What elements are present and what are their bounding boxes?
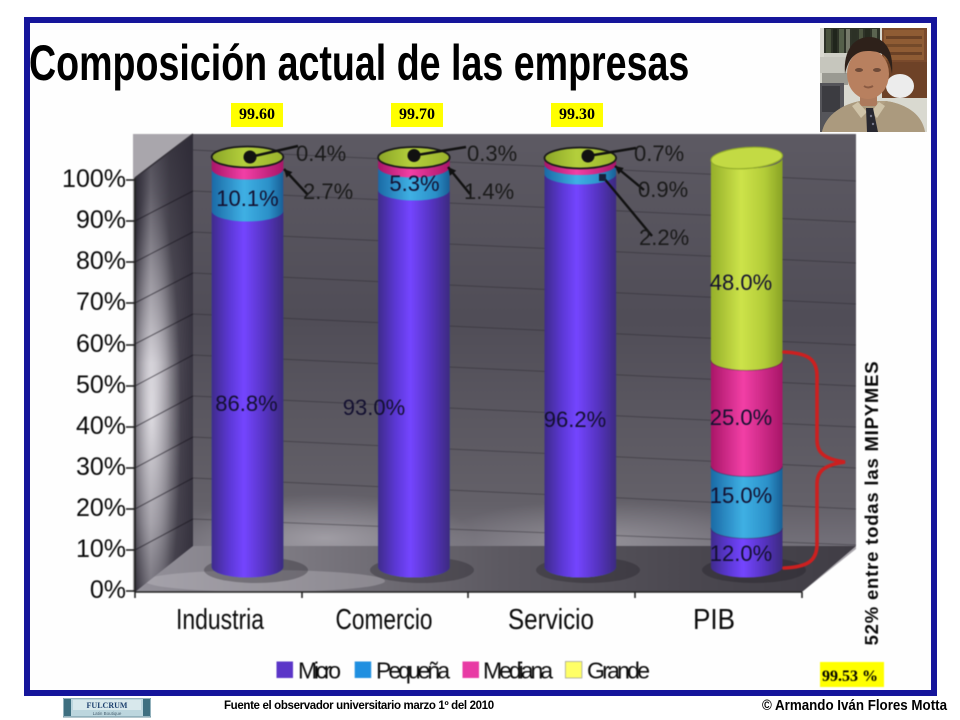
svg-text:Micro: Micro (298, 658, 341, 684)
svg-text:80%: 80% (76, 247, 126, 275)
svg-text:96.2%: 96.2% (544, 407, 606, 432)
svg-text:Comercio: Comercio (336, 604, 433, 636)
svg-text:25.0%: 25.0% (710, 405, 772, 430)
svg-text:Servicio: Servicio (508, 604, 594, 636)
svg-text:0%: 0% (90, 576, 126, 604)
svg-text:52% entre todas las MIPYMES: 52% entre todas las MIPYMES (861, 361, 882, 646)
svg-text:70%: 70% (76, 288, 126, 316)
svg-text:1.4%: 1.4% (464, 179, 514, 204)
svg-text:Industria: Industria (176, 604, 265, 636)
svg-text:10%: 10% (76, 535, 126, 563)
svg-text:86.8%: 86.8% (215, 391, 277, 416)
svg-text:40%: 40% (76, 412, 126, 440)
svg-text:0.4%: 0.4% (296, 141, 346, 166)
svg-text:90%: 90% (76, 206, 126, 234)
svg-text:5.3%: 5.3% (389, 171, 439, 196)
svg-text:2.7%: 2.7% (303, 179, 353, 204)
svg-text:50%: 50% (76, 371, 126, 399)
svg-text:30%: 30% (76, 453, 126, 481)
svg-text:20%: 20% (76, 494, 126, 522)
svg-text:15.0%: 15.0% (710, 483, 772, 508)
svg-text:2.2%: 2.2% (639, 225, 689, 250)
svg-text:48.0%: 48.0% (710, 270, 772, 295)
svg-text:PIB: PIB (693, 604, 735, 636)
svg-text:Mediana: Mediana (483, 658, 553, 684)
svg-text:FULCRUM: FULCRUM (87, 701, 128, 710)
svg-text:0.9%: 0.9% (638, 177, 688, 202)
svg-text:Latin Boutique: Latin Boutique (93, 711, 122, 716)
svg-text:12.0%: 12.0% (710, 541, 772, 566)
svg-text:60%: 60% (76, 330, 126, 358)
svg-text:100%: 100% (62, 165, 126, 193)
svg-text:93.0%: 93.0% (343, 395, 405, 420)
svg-text:Pequeña: Pequeña (376, 658, 450, 684)
svg-text:0.7%: 0.7% (634, 141, 684, 166)
svg-text:99.53 %: 99.53 % (822, 668, 878, 685)
svg-text:Grande: Grande (587, 658, 650, 684)
svg-text:0.3%: 0.3% (467, 141, 517, 166)
svg-text:10.1%: 10.1% (216, 186, 278, 211)
